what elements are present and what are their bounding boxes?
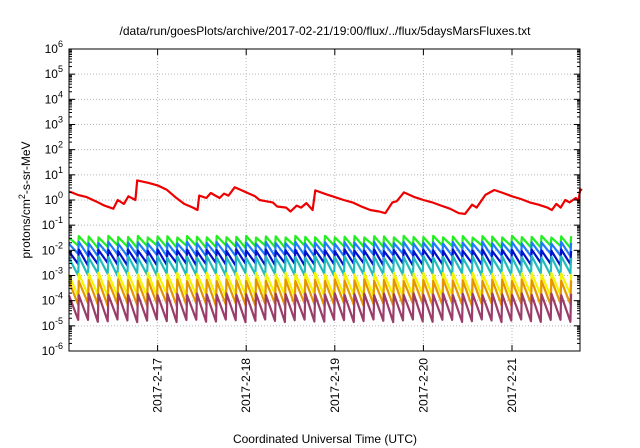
x-axis-label: Coordinated Universal Time (UTC) xyxy=(233,432,417,446)
y-tick-label: 10-1 xyxy=(42,215,63,232)
y-tick-label-base: 10 xyxy=(42,294,56,308)
y-tick-label-exponent: -2 xyxy=(55,240,63,250)
y-tick-label: 10-5 xyxy=(42,316,63,333)
y-tick-label-base: 10 xyxy=(45,42,59,56)
y-tick-labels: 10-610-510-410-310-210-11001011021031041… xyxy=(42,39,63,358)
y-tick-label-exponent: -1 xyxy=(55,215,63,225)
y-axis-label-sup: 2 xyxy=(17,194,27,199)
y-axis-label-base: protons/cm xyxy=(19,199,33,258)
y-tick-label: 102 xyxy=(45,140,63,157)
y-axis-label-rest: -s-sr-MeV xyxy=(19,141,33,194)
y-tick-label: 10-3 xyxy=(42,266,63,283)
y-tick-label: 103 xyxy=(45,115,63,132)
x-tick-label: 2017-2-21 xyxy=(505,358,519,413)
y-tick-label-exponent: 5 xyxy=(58,64,63,74)
series-group xyxy=(67,179,583,324)
x-tick-label: 2017-2-20 xyxy=(416,358,430,413)
y-tick-label: 105 xyxy=(45,64,63,81)
y-tick-label-exponent: 0 xyxy=(58,190,63,200)
y-tick-label-base: 10 xyxy=(42,269,56,283)
y-tick-label-base: 10 xyxy=(45,92,59,106)
axis-ticks xyxy=(69,48,580,352)
y-tick-label-base: 10 xyxy=(45,143,59,157)
y-tick-label-exponent: -6 xyxy=(55,341,63,351)
y-tick-label: 106 xyxy=(45,39,63,56)
y-tick-label-base: 10 xyxy=(45,118,59,132)
x-tick-label: 2017-2-18 xyxy=(239,358,253,413)
x-tick-labels: 2017-2-17 2017-2-18 2017-2-19 2017-2-20 2017… xyxy=(151,358,519,413)
series-line-7 xyxy=(67,292,573,324)
y-tick-label-exponent: 1 xyxy=(58,165,63,175)
y-tick-label-exponent: 2 xyxy=(58,140,63,150)
series-line-0 xyxy=(68,179,583,215)
chart-title: /data/run/goesPlots/archive/2017-02-21/1… xyxy=(120,24,532,38)
y-tick-label-base: 10 xyxy=(45,168,59,182)
y-tick-label: 10-6 xyxy=(42,341,63,358)
y-tick-label-exponent: -3 xyxy=(55,266,63,276)
y-tick-label: 101 xyxy=(45,165,63,182)
y-tick-label: 10-2 xyxy=(42,240,63,257)
y-tick-label-exponent: -4 xyxy=(55,291,63,301)
y-tick-label-base: 10 xyxy=(42,243,56,257)
y-tick-label-base: 10 xyxy=(42,218,56,232)
y-tick-label-exponent: -5 xyxy=(55,316,63,326)
y-tick-label: 100 xyxy=(45,190,63,207)
y-tick-label-exponent: 4 xyxy=(58,89,63,99)
x-tick-label: 2017-2-19 xyxy=(328,358,342,413)
y-tick-label-base: 10 xyxy=(45,67,59,81)
x-tick-label: 2017-2-17 xyxy=(151,358,165,413)
y-tick-label: 104 xyxy=(45,89,63,106)
y-tick-label-base: 10 xyxy=(42,319,56,333)
y-tick-label-base: 10 xyxy=(42,344,56,358)
y-tick-label-exponent: 6 xyxy=(58,39,63,49)
y-axis-label: protons/cm2-s-sr-MeV xyxy=(17,141,33,258)
y-tick-label: 10-4 xyxy=(42,291,63,308)
y-tick-label-base: 10 xyxy=(45,193,59,207)
y-tick-label-exponent: 3 xyxy=(58,115,63,125)
